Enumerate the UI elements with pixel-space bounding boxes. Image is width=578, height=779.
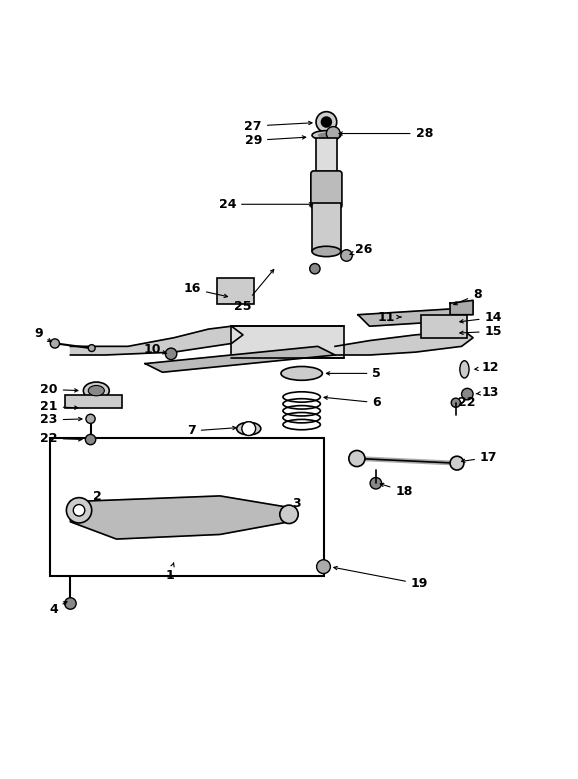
Text: 12: 12 [475, 361, 499, 374]
Text: 22: 22 [458, 396, 475, 409]
Bar [316, 138, 337, 177]
Text: 3: 3 [290, 497, 301, 513]
Text: 13: 13 [476, 386, 499, 399]
Polygon shape [71, 496, 289, 539]
Text: 10: 10 [144, 343, 167, 356]
Text: 6: 6 [324, 396, 381, 409]
Circle shape [242, 421, 255, 435]
Circle shape [450, 456, 464, 470]
Text: 11: 11 [378, 311, 401, 323]
Circle shape [321, 116, 332, 128]
Text: 15: 15 [460, 325, 502, 338]
Text: 22: 22 [40, 432, 82, 445]
Circle shape [310, 263, 320, 274]
Bar [421, 315, 468, 338]
Text: 1: 1 [165, 563, 174, 582]
Text: 23: 23 [40, 414, 82, 426]
Text: 24: 24 [218, 198, 313, 211]
Circle shape [66, 498, 92, 523]
Text: 21: 21 [40, 400, 78, 413]
Text: 28: 28 [339, 127, 433, 140]
Ellipse shape [83, 382, 109, 400]
Polygon shape [335, 329, 473, 355]
Text: 2: 2 [83, 490, 102, 506]
Ellipse shape [312, 131, 341, 140]
Bar [312, 203, 341, 252]
Circle shape [50, 339, 60, 348]
Ellipse shape [318, 132, 335, 138]
Polygon shape [450, 301, 473, 315]
Circle shape [316, 111, 337, 132]
Text: 8: 8 [454, 288, 481, 305]
Text: 29: 29 [244, 134, 306, 147]
Text: 25: 25 [234, 270, 274, 313]
Ellipse shape [88, 386, 105, 396]
Text: 17: 17 [461, 451, 498, 464]
Circle shape [327, 127, 340, 140]
Text: 16: 16 [184, 282, 228, 298]
FancyBboxPatch shape [311, 171, 342, 208]
Text: 20: 20 [40, 383, 78, 396]
Polygon shape [145, 347, 335, 372]
Circle shape [349, 450, 365, 467]
Ellipse shape [312, 246, 341, 256]
Circle shape [88, 344, 95, 351]
Circle shape [317, 560, 331, 573]
Ellipse shape [281, 366, 323, 380]
Circle shape [341, 250, 352, 261]
Text: 9: 9 [34, 326, 51, 342]
Text: 7: 7 [187, 425, 236, 438]
Bar [50, 439, 324, 576]
Circle shape [86, 414, 95, 424]
Text: 5: 5 [327, 367, 381, 380]
Polygon shape [358, 309, 462, 326]
Text: 14: 14 [460, 311, 502, 324]
Circle shape [165, 348, 177, 360]
Ellipse shape [460, 361, 469, 378]
Ellipse shape [236, 422, 261, 435]
Circle shape [86, 435, 96, 445]
Text: 27: 27 [244, 119, 312, 132]
Text: 18: 18 [380, 483, 413, 498]
Circle shape [65, 597, 76, 609]
Bar [217, 278, 254, 305]
Bar [65, 395, 122, 408]
Circle shape [462, 389, 473, 400]
Circle shape [73, 505, 85, 516]
Text: 19: 19 [334, 566, 428, 590]
Circle shape [451, 398, 461, 407]
Text: 26: 26 [350, 243, 373, 256]
Text: 4: 4 [49, 601, 67, 616]
Polygon shape [71, 326, 243, 355]
Circle shape [370, 478, 381, 489]
Circle shape [280, 505, 298, 523]
Bar [231, 326, 344, 358]
